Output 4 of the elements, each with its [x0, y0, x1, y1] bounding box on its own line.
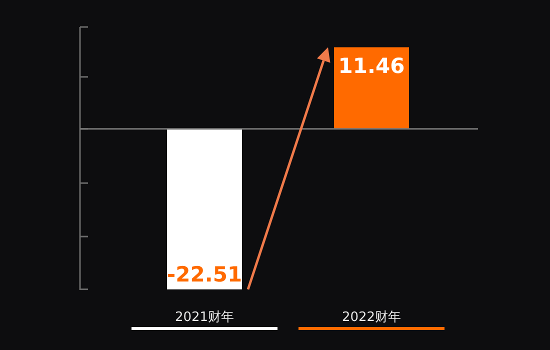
x-tick-label: 2021财年	[174, 310, 234, 325]
data-label: 11.46	[338, 54, 405, 78]
data-label: -22.51	[166, 262, 242, 286]
x-tick-label: 2022财年	[342, 310, 402, 325]
